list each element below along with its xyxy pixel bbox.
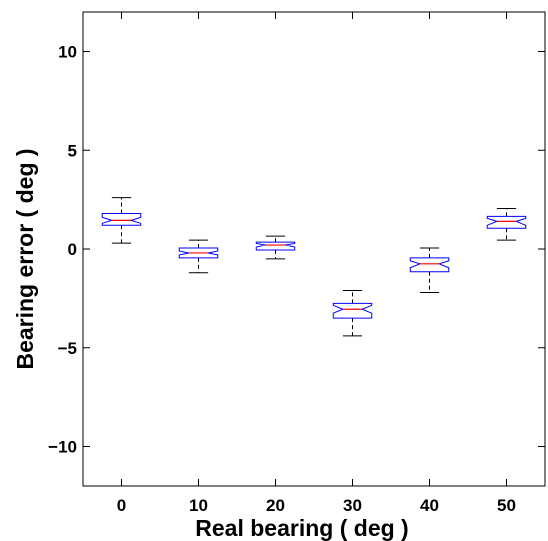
x-axis-title: Real bearing ( deg )	[195, 515, 408, 541]
plot-area	[82, 11, 546, 487]
notched-box	[178, 247, 219, 259]
notched-box	[255, 241, 296, 251]
x-tick-label: 30	[343, 496, 362, 515]
x-tick-label: 50	[497, 496, 516, 515]
x-tick-label: 40	[420, 496, 439, 515]
box-20	[255, 235, 296, 260]
notched-box	[486, 215, 527, 229]
y-tick-label: −5	[58, 339, 77, 358]
boxes-layer	[101, 197, 527, 337]
box-10	[178, 239, 219, 274]
notched-box	[332, 302, 373, 319]
x-tick-label: 20	[266, 496, 285, 515]
y-tick-label: 10	[58, 43, 77, 62]
box-0	[101, 197, 142, 244]
y-tick-label: −10	[48, 438, 77, 457]
box-30	[332, 289, 373, 337]
notched-box	[409, 257, 450, 273]
x-tick-label: 10	[189, 496, 208, 515]
y-tick-label: 5	[68, 141, 77, 160]
notched-box	[101, 212, 142, 226]
y-axis-title: Bearing error ( deg )	[12, 148, 38, 369]
box-50	[486, 208, 527, 241]
axes-frame	[82, 11, 546, 487]
x-tick-label: 0	[117, 496, 126, 515]
box-40	[409, 247, 450, 293]
y-tick-label: 0	[68, 240, 77, 259]
